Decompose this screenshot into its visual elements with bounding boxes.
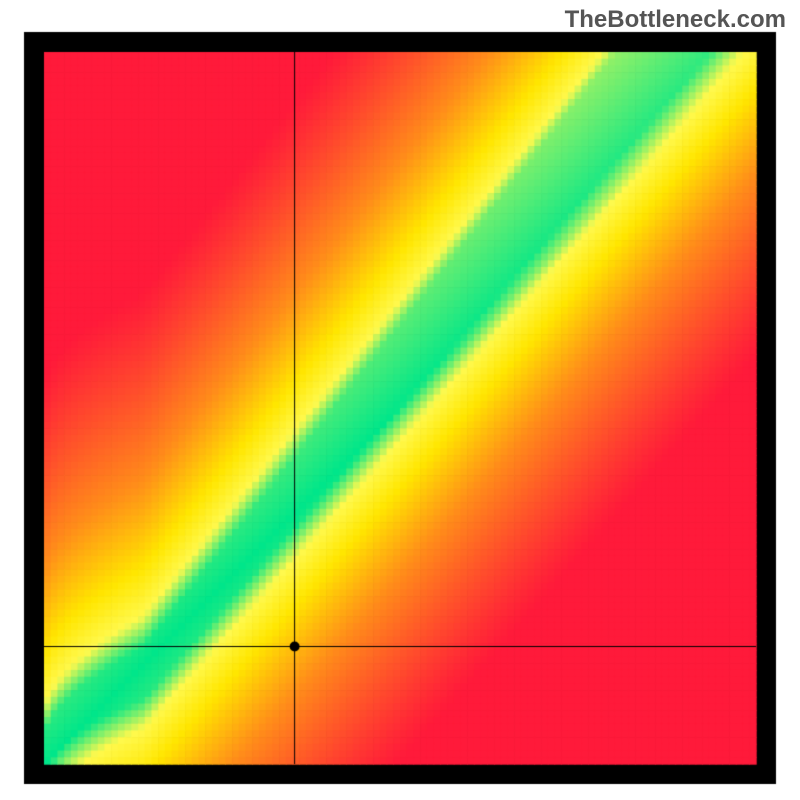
- bottleneck-heatmap-canvas: [0, 0, 800, 800]
- watermark-text: TheBottleneck.com: [565, 6, 786, 34]
- chart-container: TheBottleneck.com: [0, 0, 800, 800]
